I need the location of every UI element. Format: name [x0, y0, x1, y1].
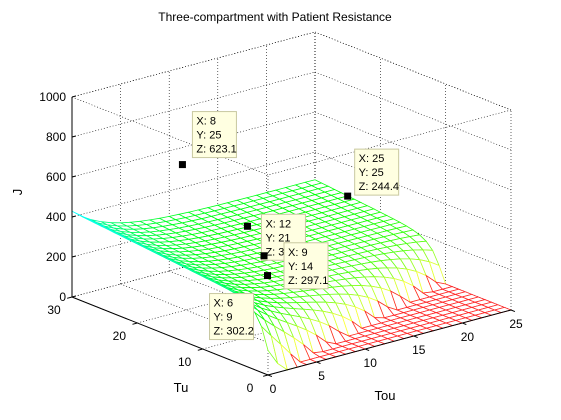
datatip-box — [209, 293, 255, 341]
datatip-box — [354, 148, 400, 196]
datatip-text: X: 8 — [196, 116, 216, 128]
y-axis-line — [71, 296, 269, 376]
datatip-marker — [243, 222, 251, 230]
z-tick-label: 0 — [59, 290, 66, 304]
datatip-text: Y: 21 — [265, 232, 290, 244]
z-tick-mark — [71, 95, 77, 98]
y-tick-mark — [67, 296, 73, 299]
x-tick-mark — [267, 374, 273, 378]
datatip-marker — [260, 252, 268, 260]
z-tick-label: 200 — [46, 250, 66, 264]
datatip-text: Z: 302.2 — [214, 326, 254, 338]
z-tick-mark — [71, 215, 77, 218]
datatip-text: Z: 623.1 — [196, 144, 236, 156]
box-edge — [314, 31, 512, 111]
x-tick-label: 10 — [364, 356, 378, 370]
z-tick-label: 400 — [46, 210, 66, 224]
datatip-text: X: 6 — [214, 298, 234, 310]
datatip-text: X: 9 — [288, 247, 308, 259]
z-tick-label: 800 — [46, 130, 66, 144]
datatip[interactable]: X: 25 Y: 25 Z: 244.4 — [344, 148, 400, 200]
datatip-marker — [344, 192, 352, 200]
datatip[interactable]: X: 9 Y: 14 Z: 297.1 — [260, 242, 329, 290]
x-tick-mark — [365, 348, 370, 352]
x-tick-label: 25 — [509, 317, 523, 331]
x-tick-mark — [413, 335, 418, 339]
x-axis-label: Tou — [375, 388, 396, 403]
datatip-marker — [178, 161, 186, 169]
datatips: X: 8Y: 25Z: 623.1X: 12Y: 21Z: 314.7X: 9Y… — [178, 111, 400, 341]
z-tick-mark — [71, 295, 77, 298]
x-tick-label: 0 — [270, 382, 277, 396]
x-axis-line — [267, 309, 512, 376]
datatip-box — [283, 242, 329, 290]
chart-title: Three-compartment with Patient Resistanc… — [158, 10, 392, 24]
datatip-box — [191, 111, 237, 159]
y-tick-label: 30 — [47, 303, 61, 317]
datatip-text: Y: 9 — [214, 312, 233, 324]
y-axis-label: Tu — [174, 380, 189, 395]
datatip-text: Z: 297.1 — [288, 275, 328, 287]
side-wall-gridline — [314, 71, 512, 151]
x-tick-mark — [462, 322, 467, 326]
z-tick-label: 600 — [46, 170, 66, 184]
box-edge — [71, 96, 269, 176]
side-wall-gridline — [314, 151, 512, 231]
datatip[interactable]: X: 6 Y: 9 Z: 302.2 — [209, 272, 272, 341]
x-tick-mark — [510, 309, 516, 313]
surface-mesh — [71, 179, 513, 371]
x-tick-label: 15 — [412, 343, 426, 357]
y-tick-mark — [132, 322, 138, 325]
y-tick-label: 10 — [178, 355, 192, 369]
z-tick-label: 1000 — [39, 90, 66, 104]
y-tick-label: 20 — [113, 329, 127, 343]
datatip-text: X: 12 — [265, 218, 291, 230]
datatip-text: Z: 244.4 — [359, 181, 399, 193]
box-edge — [71, 31, 316, 98]
datatip-marker — [264, 272, 272, 280]
z-axis-label: J — [10, 189, 25, 196]
z-tick-mark — [71, 255, 77, 258]
z-tick-mark — [71, 175, 77, 178]
axis-labels: Three-compartment with Patient Resistanc… — [10, 10, 395, 403]
datatip-text: X: 25 — [359, 153, 385, 165]
y-tick-mark — [263, 374, 269, 377]
datatip-text: Y: 25 — [196, 130, 221, 142]
y-tick-mark — [197, 348, 203, 351]
x-tick-label: 5 — [318, 369, 325, 383]
axes-front-edges — [67, 95, 516, 378]
datatip-text: Y: 25 — [359, 167, 384, 179]
datatip[interactable]: X: 8 Y: 25 Z: 623.1 — [178, 111, 237, 169]
side-wall-gridline — [314, 111, 512, 191]
x-tick-mark — [316, 361, 321, 365]
y-tick-label: 0 — [247, 381, 254, 395]
z-tick-mark — [71, 135, 77, 138]
x-tick-label: 20 — [461, 330, 475, 344]
datatip-text: Y: 14 — [288, 261, 313, 273]
